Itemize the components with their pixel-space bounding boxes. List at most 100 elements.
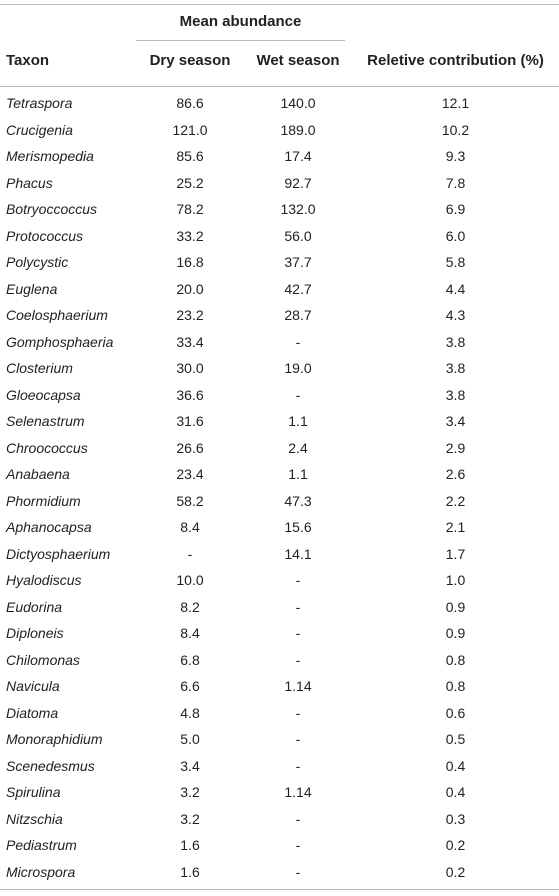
dry-season-cell: 3.2: [180, 810, 200, 827]
dry-season-cell: 26.6: [176, 439, 204, 456]
taxon-cell: Hyalodiscus: [6, 572, 82, 588]
header-bottom-rule: [0, 86, 559, 87]
taxon-cell: Protococcus: [6, 227, 84, 244]
relative-contribution-cell: 3.8: [445, 333, 466, 350]
relative-contribution-cell: 12.1: [441, 95, 470, 111]
relative-contribution-cell: 1.0: [445, 572, 466, 588]
taxon-cell: Botryoccoccus: [6, 201, 98, 217]
wet-season-cell: -: [295, 757, 301, 774]
table-row: Scenedesmus 3.4 - 0.4: [0, 753, 559, 780]
wet-season-cell: -: [295, 704, 301, 721]
wet-season-cell: 28.7: [284, 307, 312, 323]
wet-season-cell: -: [295, 386, 301, 403]
table-row: Chilomonas 6.8 - 0.8: [0, 647, 559, 674]
table-row: Gomphosphaeria 33.4 - 3.8: [0, 329, 559, 356]
relative-contribution-cell: 0.8: [445, 651, 466, 668]
relative-contribution-cell: 0.6: [445, 704, 466, 721]
taxon-cell: Coelosphaerium: [6, 307, 108, 323]
wet-season-cell: 140.0: [280, 95, 316, 111]
wet-season-cell: -: [295, 572, 301, 588]
relative-contribution-cell: 1.7: [445, 545, 466, 562]
wet-season-cell: 2.4: [288, 439, 308, 456]
table-row: Hyalodiscus 10.0 - 1.0: [0, 567, 559, 594]
table-row: Protococcus 33.2 56.0 6.0: [0, 223, 559, 250]
dry-season-cell: 1.6: [180, 837, 200, 853]
dry-season-cell: 25.2: [176, 174, 204, 191]
wet-season-cell: -: [295, 863, 301, 880]
table-row: Dictyosphaerium - 14.1 1.7: [0, 541, 559, 568]
wet-season-cell: -: [295, 333, 301, 350]
relative-contribution-cell: 2.2: [445, 492, 466, 509]
dry-season-cell: 10.0: [176, 572, 204, 588]
table-row: Tetraspora 86.6 140.0 12.1: [0, 90, 559, 117]
table-body: Tetraspora 86.6 140.0 12.1 Crucigenia 121.0 18…: [0, 90, 559, 885]
dry-season-cell: -: [187, 545, 193, 562]
wet-season-cell: 1.1: [288, 466, 308, 482]
relative-contribution-cell: 0.8: [445, 678, 466, 694]
relative-contribution-cell: 0.9: [445, 625, 466, 641]
relative-contribution-cell: 0.3: [445, 810, 466, 827]
relative-contribution-cell: 2.6: [445, 466, 466, 482]
taxon-cell: Monoraphidium: [6, 731, 103, 747]
relative-contribution-cell: 4.4: [445, 280, 466, 297]
taxon-cell: Tetraspora: [6, 95, 73, 111]
table-row: Anabaena 23.4 1.1 2.6: [0, 461, 559, 488]
taxon-cell: Chroococcus: [6, 439, 88, 456]
relative-contribution-cell: 0.2: [445, 863, 466, 880]
wet-season-cell: -: [295, 651, 301, 668]
taxon-cell: Microspora: [6, 863, 76, 880]
dry-season-cell: 33.2: [176, 227, 204, 244]
table-top-rule: [0, 4, 559, 5]
wet-season-cell: -: [295, 837, 301, 853]
dry-season-cell: 8.4: [180, 519, 200, 535]
dry-season-cell: 8.4: [180, 625, 200, 641]
dry-season-cell: 5.0: [180, 731, 200, 747]
taxon-cell: Euglena: [6, 280, 58, 297]
wet-season-cell: 47.3: [284, 492, 312, 509]
taxon-cell: Diploneis: [6, 625, 64, 641]
taxon-cell: Phormidium: [6, 492, 81, 509]
dry-season-cell: 30.0: [176, 360, 204, 376]
taxon-cell: Crucigenia: [6, 121, 73, 138]
table-row: Polycystic 16.8 37.7 5.8: [0, 249, 559, 276]
taxon-cell: Closterium: [6, 360, 73, 376]
table-row: Chroococcus 26.6 2.4 2.9: [0, 435, 559, 462]
taxon-cell: Spirulina: [6, 784, 61, 800]
taxon-cell: Pediastrum: [6, 837, 77, 853]
dry-season-cell: 121.0: [172, 121, 208, 138]
table-row: Selenastrum 31.6 1.1 3.4: [0, 408, 559, 435]
table-row: Navicula 6.6 1.14 0.8: [0, 673, 559, 700]
table-row: Botryoccoccus 78.2 132.0 6.9: [0, 196, 559, 223]
table-row: Monoraphidium 5.0 - 0.5: [0, 726, 559, 753]
taxon-cell: Scenedesmus: [6, 757, 95, 774]
relative-contribution-cell: 2.1: [445, 519, 466, 535]
wet-season-cell: -: [295, 810, 301, 827]
wet-season-column-header: Wet season: [256, 52, 340, 69]
table-row: Spirulina 3.2 1.14 0.4: [0, 779, 559, 806]
taxon-cell: Chilomonas: [6, 651, 80, 668]
relative-contribution-cell: 0.4: [445, 757, 466, 774]
wet-season-cell: 19.0: [284, 360, 312, 376]
relative-contribution-cell: 7.8: [445, 174, 466, 191]
relative-contribution-cell: 5.8: [445, 254, 466, 270]
dry-season-cell: 78.2: [176, 201, 204, 217]
table-row: Microspora 1.6 - 0.2: [0, 859, 559, 886]
relative-contribution-cell: 6.0: [445, 227, 466, 244]
table-row: Diploneis 8.4 - 0.9: [0, 620, 559, 647]
taxon-cell: Nitzschia: [6, 810, 63, 827]
wet-season-cell: -: [295, 731, 301, 747]
table-row: Phormidium 58.2 47.3 2.2: [0, 488, 559, 515]
relative-contribution-column-header: Reletive contribution (%): [367, 52, 544, 69]
dry-season-column-header: Dry season: [149, 52, 231, 69]
dry-season-cell: 31.6: [176, 413, 204, 429]
wet-season-cell: 189.0: [280, 121, 316, 138]
mean-abundance-header: Mean abundance: [179, 13, 302, 30]
dry-season-cell: 6.8: [180, 651, 200, 668]
wet-season-cell: -: [295, 598, 301, 615]
relative-contribution-cell: 0.2: [445, 837, 466, 853]
wet-season-cell: 37.7: [284, 254, 312, 270]
table-row: Coelosphaerium 23.2 28.7 4.3: [0, 302, 559, 329]
wet-season-cell: 132.0: [280, 201, 316, 217]
table-row: Closterium 30.0 19.0 3.8: [0, 355, 559, 382]
